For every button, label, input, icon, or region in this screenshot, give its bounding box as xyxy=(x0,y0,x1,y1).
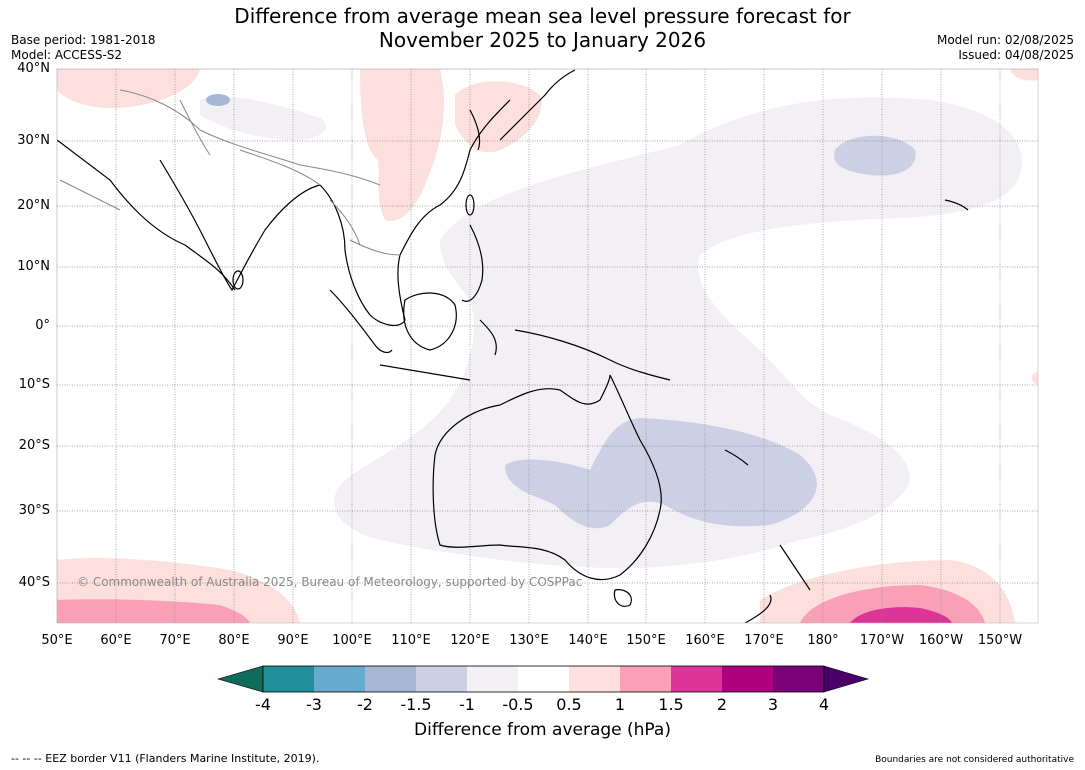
lon-label-170e: 170°E xyxy=(744,633,784,648)
lon-label-100e: 100°E xyxy=(332,633,372,648)
colorbar-segment-3 xyxy=(365,666,416,692)
anomaly-region-south-west-strong xyxy=(57,599,250,623)
map-title: Difference from average mean sea level p… xyxy=(0,4,1085,52)
colorbar-low-extension xyxy=(216,665,264,693)
lon-label-80e: 80°E xyxy=(218,633,250,648)
colorbar-tick-label: -1 xyxy=(459,695,475,714)
colorbar-tick-label: 4 xyxy=(818,695,830,714)
eez-border-note: -- -- -- EEZ border V11 (Flanders Marine… xyxy=(11,752,320,765)
anomaly-region-light-negative xyxy=(333,97,1022,569)
colorbar-segment-8 xyxy=(620,666,671,692)
colorbar-segment-6 xyxy=(518,666,569,692)
lat-label-10n: 10°N xyxy=(17,259,50,274)
model-run: Model run: 02/08/2025 xyxy=(936,33,1074,47)
lat-label-10s: 10°S xyxy=(18,377,50,392)
colorbar-tick-label: -0.5 xyxy=(502,695,534,714)
colorbar-tick-label: 2 xyxy=(716,695,728,714)
anomaly-spot-east-positive xyxy=(1032,372,1038,384)
colorbar-segment-4 xyxy=(416,666,467,692)
anomaly-region-top-right-positive xyxy=(1010,69,1038,81)
country-borders xyxy=(59,89,401,256)
colorbar-segment-1 xyxy=(263,666,314,692)
boundaries-disclaimer: Boundaries are not considered authoritat… xyxy=(875,755,1074,765)
lon-label-160e: 160°E xyxy=(685,633,725,648)
model-name: Model: ACCESS-S2 xyxy=(11,48,123,62)
lat-label-20n: 20°N xyxy=(17,198,50,213)
base-period: Base period: 1981-2018 xyxy=(11,33,156,47)
lon-label-170w: 170°W xyxy=(859,633,905,648)
lon-label-110e: 110°E xyxy=(391,633,431,648)
anomaly-spot-himalaya xyxy=(206,94,230,106)
colorbar-segment-5 xyxy=(467,666,518,692)
anomaly-region-asia-positive xyxy=(360,69,445,221)
lon-label-90e: 90°E xyxy=(277,633,309,648)
colorbar-segment-7 xyxy=(569,666,620,692)
colorbar-tick-label: 3 xyxy=(767,695,779,714)
lat-label-30s: 30°S xyxy=(18,503,50,518)
lat-label-30n: 30°N xyxy=(17,133,50,148)
lat-label-0: 0° xyxy=(35,318,50,333)
anomaly-region-australia xyxy=(505,418,817,529)
colorbar-segment-10 xyxy=(722,666,773,692)
map-frame xyxy=(56,68,1039,624)
lat-label-40s: 40°S xyxy=(18,575,50,590)
anomaly-region-north-pacific xyxy=(834,135,916,176)
anomaly-region-japan-positive xyxy=(455,81,542,153)
map-title-line2: November 2025 to January 2026 xyxy=(378,28,707,52)
issued-date: Issued: 04/08/2025 xyxy=(958,48,1074,62)
copyright-notice: © Commonwealth of Australia 2025, Bureau… xyxy=(77,575,583,589)
anomaly-region-himalaya xyxy=(200,96,326,140)
map-title-line1: Difference from average mean sea level p… xyxy=(234,4,851,28)
lon-label-50e: 50°E xyxy=(41,633,73,648)
colorbar-tick-label: -2 xyxy=(357,695,373,714)
lon-label-140e: 140°E xyxy=(568,633,608,648)
lon-label-60e: 60°E xyxy=(100,633,132,648)
colorbar-tick-label: 0.5 xyxy=(556,695,582,714)
lat-label-20s: 20°S xyxy=(18,438,50,453)
colorbar-segment-11 xyxy=(773,666,824,692)
anomaly-region-south-east-strongest xyxy=(850,607,952,623)
meta-left: Base period: 1981-2018 Model: ACCESS-S2 xyxy=(11,33,156,63)
colorbar-tick-label: 1.5 xyxy=(658,695,684,714)
colorbar-segment-2 xyxy=(314,666,365,692)
colorbar-tick-label: -1.5 xyxy=(400,695,432,714)
lat-label-40n: 40°N xyxy=(17,61,50,76)
colorbar-segment-9 xyxy=(671,666,722,692)
lon-label-70e: 70°E xyxy=(159,633,191,648)
lon-label-150e: 150°E xyxy=(626,633,666,648)
colorbar-tick-label: -4 xyxy=(255,695,271,714)
lon-label-180: 180° xyxy=(807,633,839,648)
colorbar-tick-label: 1 xyxy=(614,695,626,714)
colorbar-high-extension xyxy=(823,665,870,693)
colorbar-tick-label: -3 xyxy=(306,695,322,714)
colorbar xyxy=(216,665,870,693)
lon-label-160w: 160°W xyxy=(918,633,964,648)
colorbar-frame xyxy=(262,665,825,693)
lon-label-130e: 130°E xyxy=(509,633,549,648)
lon-label-150w: 150°W xyxy=(977,633,1023,648)
lon-label-120e: 120°E xyxy=(450,633,490,648)
anomaly-region-top-left-positive xyxy=(57,69,200,109)
meta-right: Model run: 02/08/2025 Issued: 04/08/2025 xyxy=(937,33,1074,63)
colorbar-title: Difference from average (hPa) xyxy=(414,720,671,740)
anomaly-fields xyxy=(57,69,1038,623)
coastlines xyxy=(57,69,969,623)
